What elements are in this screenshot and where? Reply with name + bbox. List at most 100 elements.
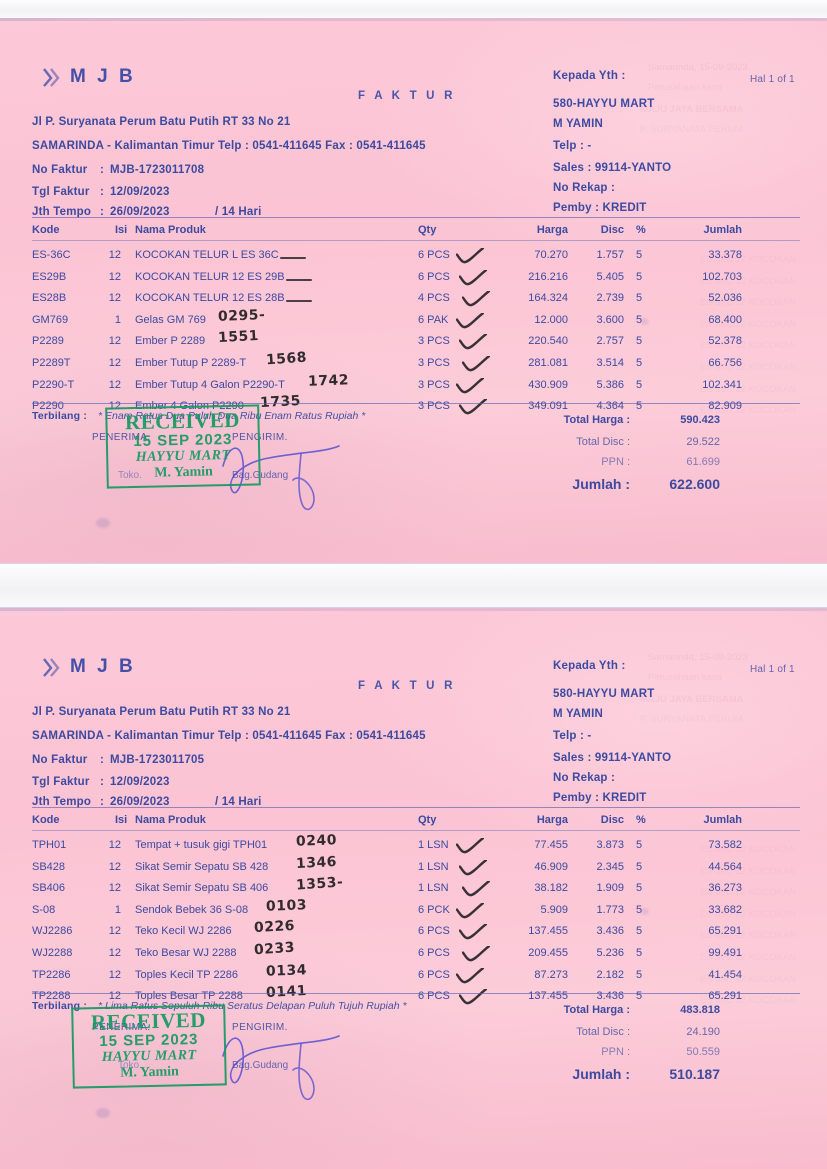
row-harga: 77.455 (534, 839, 568, 851)
row-disc: 1.757 (596, 249, 624, 261)
handwritten-note: 1346 (295, 853, 338, 872)
row-qty: 6 PCS (418, 249, 450, 261)
row-harga: 216.216 (528, 270, 568, 283)
faktur-title: F A K T U R (358, 90, 456, 102)
row-jumlah: 44.564 (708, 860, 742, 873)
column-header-disc: Disc (600, 814, 624, 826)
total-value-0: 483.818 (680, 1004, 720, 1016)
row-kode: ES29B (32, 270, 67, 283)
row-qty: 3 PCS (418, 378, 450, 391)
kepada-label: Kepada Yth : (553, 660, 626, 672)
row-qty: 4 PCS (418, 292, 450, 305)
row-nama-produk: KOCOKAN TELUR 12 ES 28B (135, 292, 285, 305)
column-header-disc: Disc (600, 224, 624, 236)
row-kode: P2290-T (32, 378, 75, 391)
row-kode: S-08 (32, 903, 56, 916)
row-harga: 137.455 (528, 925, 568, 938)
row-harga: 209.455 (528, 947, 568, 959)
pengirim-label: PENGIRIM. (232, 1022, 288, 1033)
invoice-meta-value-0: MJB-1723011708 (110, 164, 205, 176)
company-logo-text: M J B (70, 66, 136, 87)
bleedthrough-date: Samarinda, 15-09-2023 (648, 62, 748, 73)
row-qty: 3 PCS (418, 357, 450, 369)
row-nama-produk: Ember Tutup 4 Galon P2290-T (135, 378, 285, 391)
total-label-0: Total Harga : (563, 1004, 630, 1016)
row-persen: 5 (636, 882, 643, 895)
total-value-0: 590.423 (680, 414, 720, 426)
row-kode: ES-36C (32, 249, 71, 261)
invoice-meta-colon-2: : (100, 796, 105, 808)
row-kode: ES28B (32, 292, 67, 305)
handwritten-check-icon (458, 333, 488, 350)
row-jumlah: 36.273 (708, 882, 742, 895)
customer-code: 580-HAYYU MART (553, 98, 655, 110)
handwritten-check-icon (461, 944, 491, 962)
handwritten-check-icon (458, 988, 488, 1005)
row-isi: 12 (108, 335, 121, 348)
company-address-line2: SAMARINDA - Kalimantan Timur Telp : 0541… (32, 730, 426, 742)
handwritten-note: 0226 (253, 918, 296, 937)
column-header-persen: % (636, 814, 646, 826)
customer-telp: Telp : - (553, 140, 592, 152)
handwritten-dash (286, 278, 313, 281)
page-label: Hal 1 of 1 (750, 74, 795, 85)
invoice-meta-suffix-2: / 14 Hari (215, 206, 262, 218)
terbilang-value: * Lima Ratus Sepuluh Ribu Seratus Delapa… (98, 1000, 407, 1012)
handwritten-note: 0240 (295, 832, 338, 850)
row-kode: WJ2288 (32, 947, 73, 959)
row-isi: 12 (108, 292, 121, 305)
column-header-isi: Isi (115, 814, 128, 826)
row-isi: 12 (108, 860, 121, 873)
row-qty: 3 PCS (418, 400, 450, 413)
total-value-1: 24.190 (686, 1026, 720, 1038)
row-jumlah: 102.703 (702, 270, 742, 283)
penerima-label: PENERIMA. (92, 432, 151, 443)
stamp-date: 15 SEP 2023 (133, 430, 233, 451)
received-stamp: RECEIVED 15 SEP 2023 HAYYU MART M. Yamin (71, 1004, 227, 1089)
bleedthrough-note: MAJU JAYA BERSAMA (640, 104, 744, 115)
handwritten-check-icon (458, 268, 488, 286)
handwritten-check-icon (455, 836, 485, 854)
row-persen: 5 (636, 335, 643, 348)
handwritten-check-icon (455, 246, 485, 264)
faktur-title: F A K T U R (358, 680, 456, 692)
column-header-kode: Kode (32, 224, 60, 236)
handwritten-note: 1551 (217, 328, 259, 347)
row-jumlah: 66.756 (708, 357, 742, 369)
row-harga: 220.540 (528, 335, 568, 348)
row-jumlah: 65.291 (708, 990, 742, 1003)
handwritten-note: 0233 (253, 939, 296, 959)
invoice-meta-colon-2: : (100, 206, 105, 218)
row-nama-produk: Toples Kecil TP 2286 (135, 968, 238, 981)
column-header-jumlah: Jumlah (703, 814, 742, 826)
row-kode: GM769 (32, 313, 69, 326)
row-isi: 12 (108, 357, 121, 369)
row-jumlah: 33.378 (708, 249, 742, 261)
row-qty: 6 PCS (418, 947, 450, 959)
stamp-person: M. Yamin (120, 1064, 179, 1081)
row-isi: 12 (108, 249, 121, 261)
handwritten-note: 1353- (295, 874, 345, 894)
handwritten-check-icon (461, 290, 491, 307)
row-qty: 6 PAK (418, 313, 449, 326)
row-harga: 349.091 (528, 400, 568, 413)
handwritten-note: 1568 (265, 349, 308, 369)
handwritten-check-icon (455, 966, 485, 984)
bleedthrough-note: P. SURYANATA PERUM (640, 714, 743, 725)
row-harga: 87.273 (534, 968, 568, 981)
row-kode: P2289 (32, 335, 64, 348)
row-isi: 12 (108, 378, 121, 391)
row-isi: 12 (108, 270, 121, 283)
bleedthrough-note: P. SURYANATA PERUM (640, 124, 743, 135)
invoice-meta-label-2: Jth Tempo (32, 206, 92, 218)
company-address-line2: SAMARINDA - Kalimantan Timur Telp : 0541… (32, 140, 426, 152)
row-persen: 5 (636, 990, 643, 1003)
handwritten-note: 0134 (265, 961, 308, 980)
row-nama-produk: Sikat Semir Sepatu SB 428 (135, 860, 269, 873)
page-label: Hal 1 of 1 (750, 664, 795, 675)
row-qty: 6 PCS (418, 990, 450, 1003)
row-harga: 137.455 (528, 990, 568, 1003)
row-disc: 3.600 (596, 313, 624, 326)
invoice-meta-colon-0: : (100, 754, 105, 766)
